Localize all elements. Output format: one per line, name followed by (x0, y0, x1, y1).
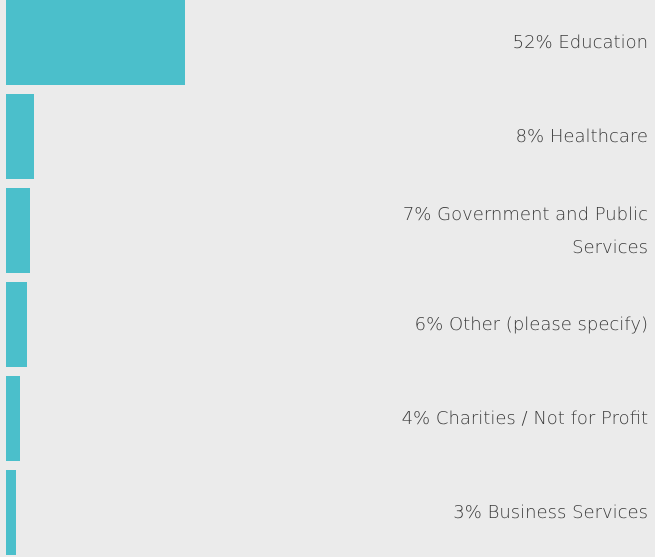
bar (6, 282, 27, 367)
category-label: Education (558, 32, 648, 53)
bar (6, 94, 34, 179)
category-label: Business Services (487, 502, 648, 523)
bar-row: 3% Business Services (0, 470, 655, 555)
bar-label: 52% Education (348, 0, 648, 85)
value-label: 7% (402, 203, 432, 225)
bar-row: 6% Other (please specify) (0, 282, 655, 367)
category-label: Healthcare (549, 126, 648, 147)
label-text: 4% Charities / Not for Profit (402, 402, 648, 435)
category-label: Charities / Not for Profit (435, 408, 648, 429)
label-text: 3% Business Services (453, 496, 648, 529)
bar-label: 3% Business Services (348, 470, 648, 555)
bar-label: 8% Healthcare (348, 94, 648, 179)
bar (6, 376, 20, 461)
bar-row: 52% Education (0, 0, 655, 85)
value-label: 4% (401, 408, 431, 429)
category-label: Government and Public Services (437, 203, 648, 258)
label-text: 6% Other (please specify) (415, 308, 648, 341)
bar-row: 8% Healthcare (0, 94, 655, 179)
label-text: 52% Education (513, 26, 648, 59)
bar-label: 4% Charities / Not for Profit (348, 376, 648, 461)
bar (6, 188, 31, 273)
bar-row: 7% Government and Public Services (0, 188, 655, 273)
bar-label: 6% Other (please specify) (348, 282, 648, 367)
bar (6, 0, 186, 85)
bar-label: 7% Government and Public Services (348, 188, 648, 273)
bar (6, 470, 17, 555)
value-label: 8% (515, 126, 545, 147)
value-label: 3% (453, 502, 482, 523)
bar-row: 4% Charities / Not for Profit (0, 376, 655, 461)
label-text: 7% Government and Public Services (348, 198, 648, 264)
value-label: 6% (414, 314, 444, 335)
value-label: 52% (512, 32, 553, 53)
category-label: Other (please specify) (448, 314, 648, 335)
label-text: 8% Healthcare (516, 120, 648, 153)
